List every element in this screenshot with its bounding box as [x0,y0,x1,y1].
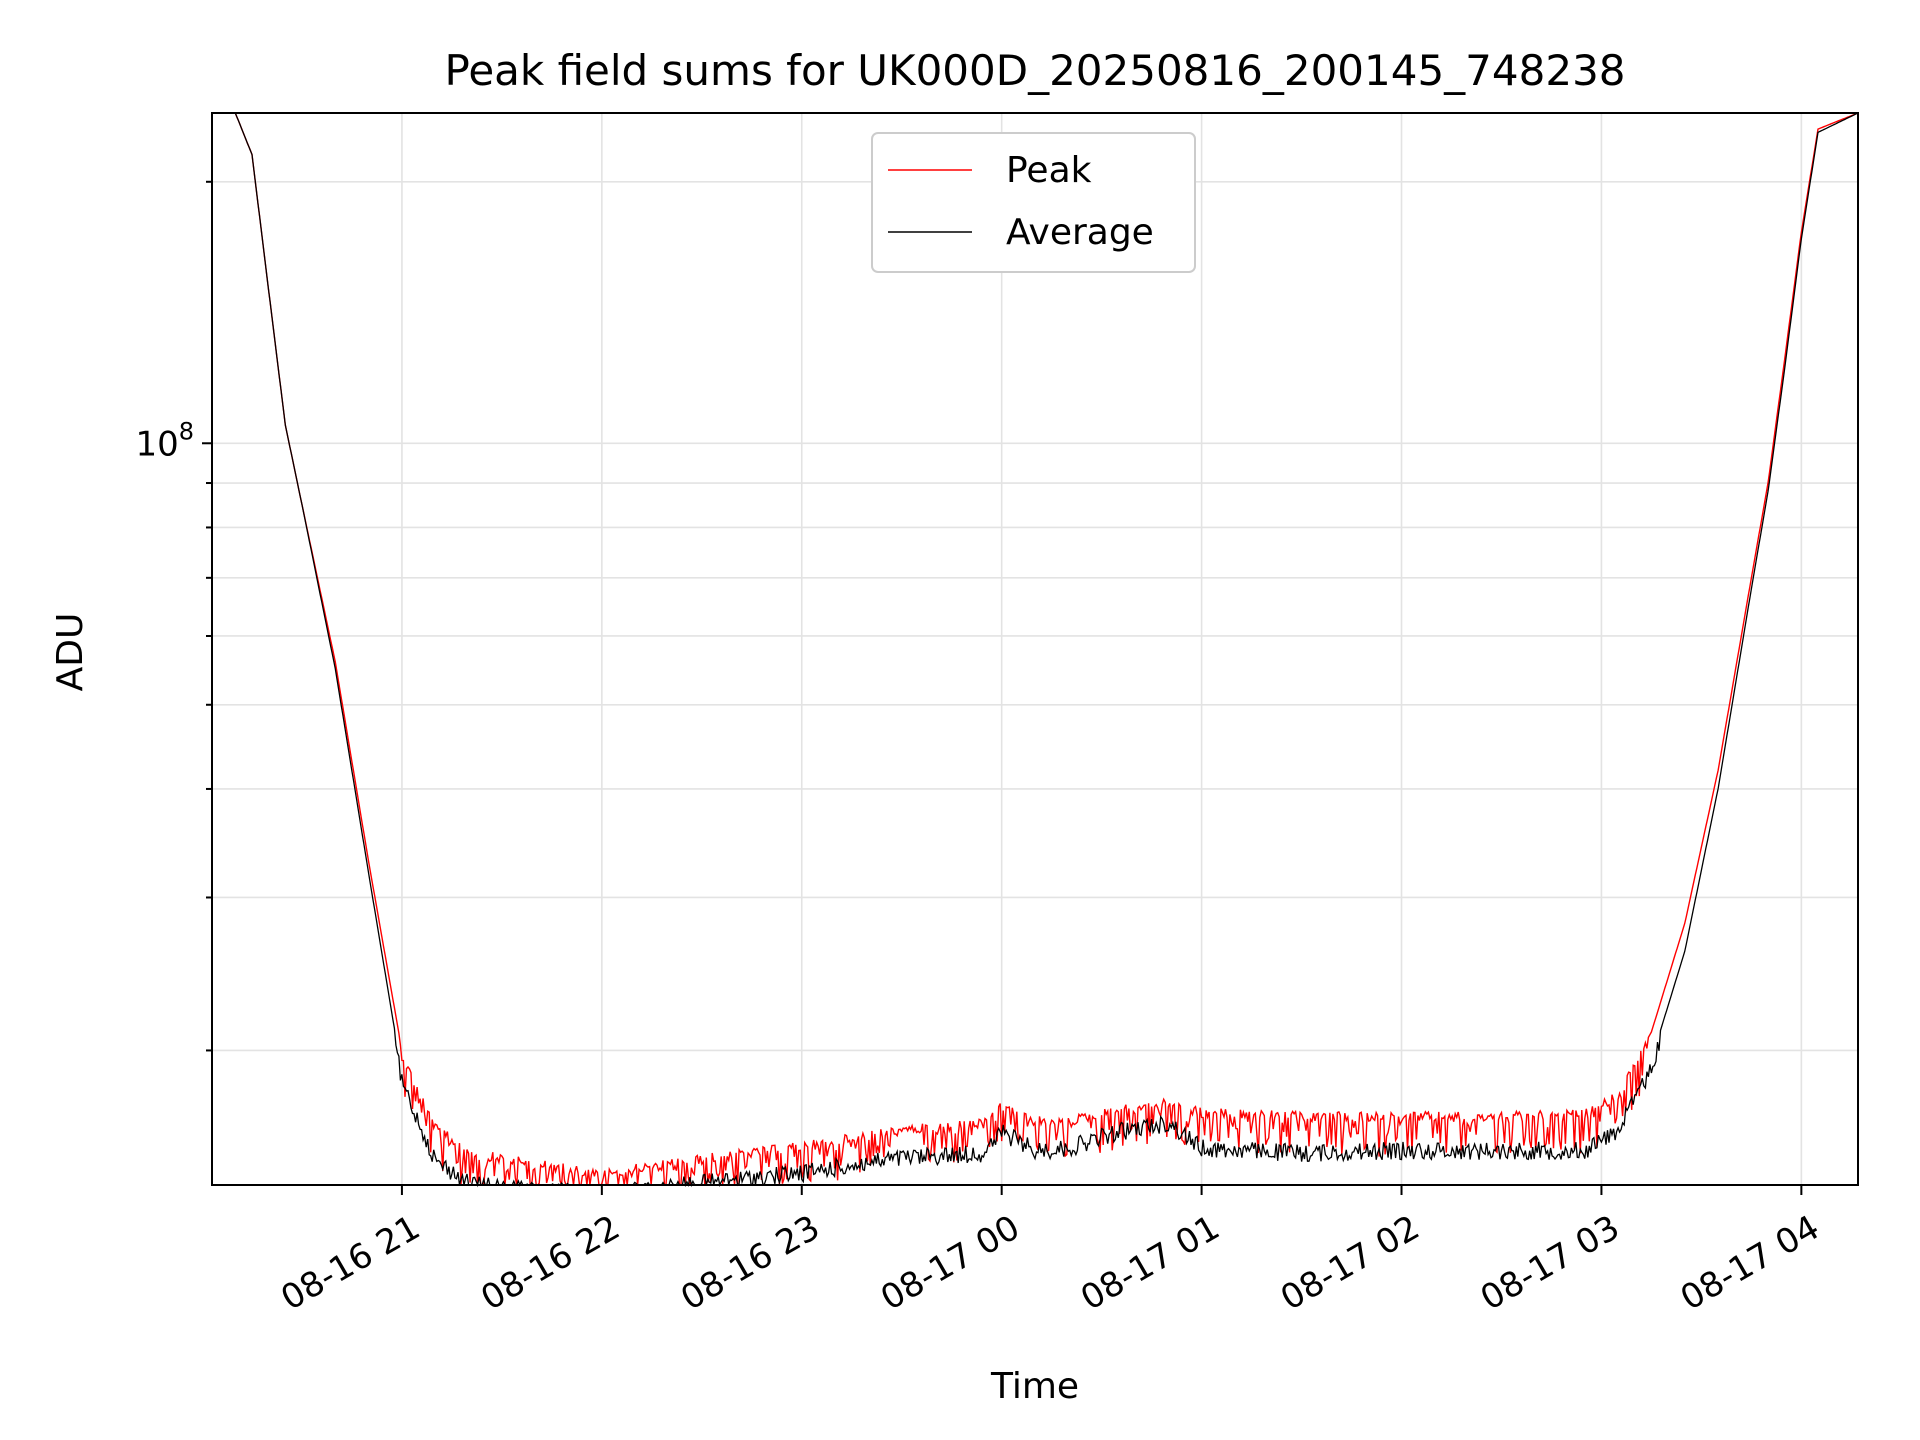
x-axis-label: Time [990,1366,1079,1407]
legend-label-average: Average [1006,212,1154,253]
y-axis-label: ADU [50,613,91,692]
legend-label-peak: Peak [1006,150,1092,191]
legend-box [871,132,1196,273]
plot-frame [211,112,1859,1186]
series-line-average [212,112,1859,1188]
grid [212,113,1858,1185]
y-tick-label: 108 [135,417,194,464]
series-layer [212,112,1859,1188]
chart-title: Peak field sums for UK000D_20250816_2001… [444,46,1625,95]
series-line-peak [212,112,1859,1186]
legend: Peak Average [871,132,1196,273]
y-axis: 108 [135,180,212,1052]
